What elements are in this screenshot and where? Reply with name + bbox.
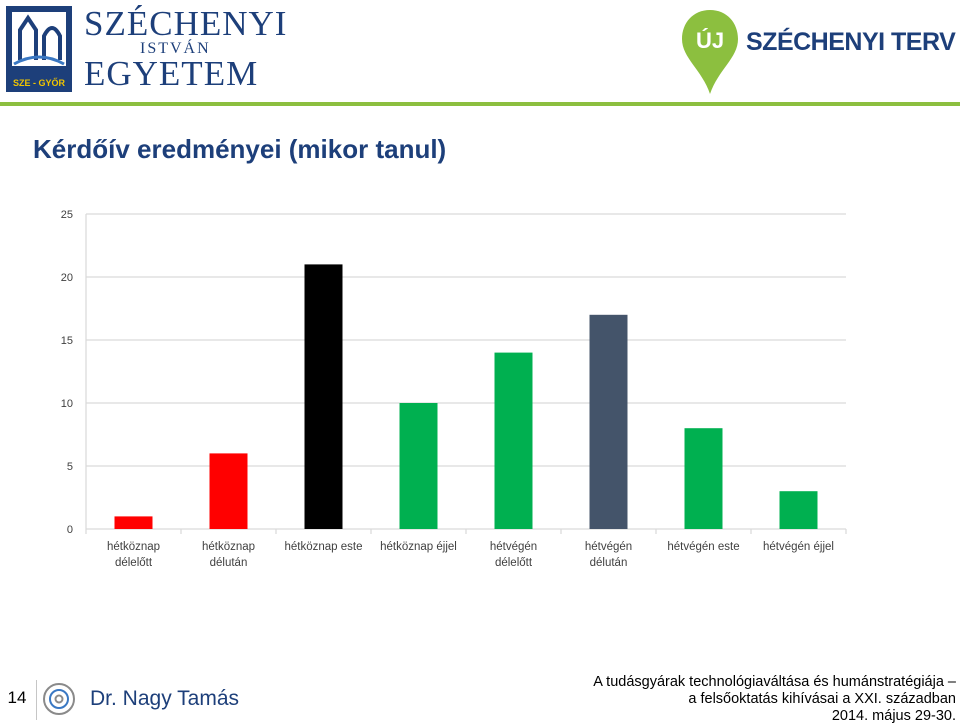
bar bbox=[304, 264, 343, 529]
x-tick-label: hétvégén délelőtt bbox=[490, 541, 537, 569]
axes bbox=[85, 214, 847, 534]
x-tick-label: hétvégén este bbox=[667, 541, 739, 553]
bar bbox=[589, 314, 628, 529]
bar bbox=[399, 403, 438, 529]
logo-word-szechenyi: SZÉCHENYI bbox=[84, 4, 288, 43]
y-tick-label: 10 bbox=[61, 398, 73, 410]
page-number: 14 bbox=[7, 688, 27, 707]
conference-info: A tudásgyárak technológiaváltása és humá… bbox=[593, 674, 956, 725]
x-tick-label: hétköznap este bbox=[284, 541, 362, 553]
szechenyi-university-logo: SZE - GYŐR SZÉCHENYI ISTVÁN EGYETEM bbox=[6, 4, 296, 94]
x-tick-label: hétköznap délután bbox=[202, 541, 255, 569]
bars bbox=[114, 264, 818, 529]
logo-badge-text: SZE - GYŐR bbox=[13, 77, 66, 88]
logo-word-istvan: ISTVÁN bbox=[140, 40, 211, 57]
x-tick-label: hétköznap éjjel bbox=[380, 541, 457, 553]
y-tick-label: 0 bbox=[67, 524, 73, 536]
bar-chart: 0 5 10 15 20 25 hétköznap délelőtt hétköznap délu… bbox=[61, 209, 847, 569]
bar bbox=[209, 453, 248, 529]
uj-szechenyi-terv-logo: ÚJ SZÉCHENYI TERV bbox=[680, 8, 958, 98]
pin-text: ÚJ bbox=[696, 28, 724, 53]
conference-title-line2: a felsőoktatás kihívásai a XXI. századba… bbox=[688, 691, 956, 707]
y-tick-label: 25 bbox=[61, 209, 73, 221]
map-pin-icon: ÚJ bbox=[682, 10, 738, 94]
author-name: Dr. Nagy Tamás bbox=[90, 687, 239, 710]
gridlines bbox=[86, 213, 846, 467]
y-tick-label: 5 bbox=[67, 461, 73, 473]
university-emblem-icon: SZE - GYŐR bbox=[6, 6, 72, 92]
x-tick-label: hétvégén éjjel bbox=[763, 541, 834, 553]
logo-word-egyetem: EGYETEM bbox=[84, 54, 259, 93]
bar bbox=[684, 428, 723, 529]
conference-date: 2014. május 29-30. bbox=[831, 708, 956, 724]
page-title: Kérdőív eredményei (mikor tanul) bbox=[33, 134, 447, 164]
x-tick-label: hétköznap délelőtt bbox=[107, 541, 160, 569]
swirl-logo-icon bbox=[43, 683, 75, 715]
y-tick-label: 20 bbox=[61, 272, 73, 284]
bar bbox=[494, 352, 533, 529]
bar bbox=[114, 516, 153, 529]
labels: 0 5 10 15 20 25 hétköznap délelőtt hétköznap délu… bbox=[61, 209, 834, 569]
conference-title-line1: A tudásgyárak technológiaváltása és humá… bbox=[593, 674, 956, 690]
footer-divider bbox=[36, 680, 37, 720]
logo-terv-text: SZÉCHENYI TERV bbox=[746, 28, 956, 56]
bar bbox=[779, 491, 818, 529]
y-tick-label: 15 bbox=[61, 335, 73, 347]
header-divider bbox=[0, 102, 960, 106]
x-tick-label: hétvégén délután bbox=[585, 541, 632, 569]
